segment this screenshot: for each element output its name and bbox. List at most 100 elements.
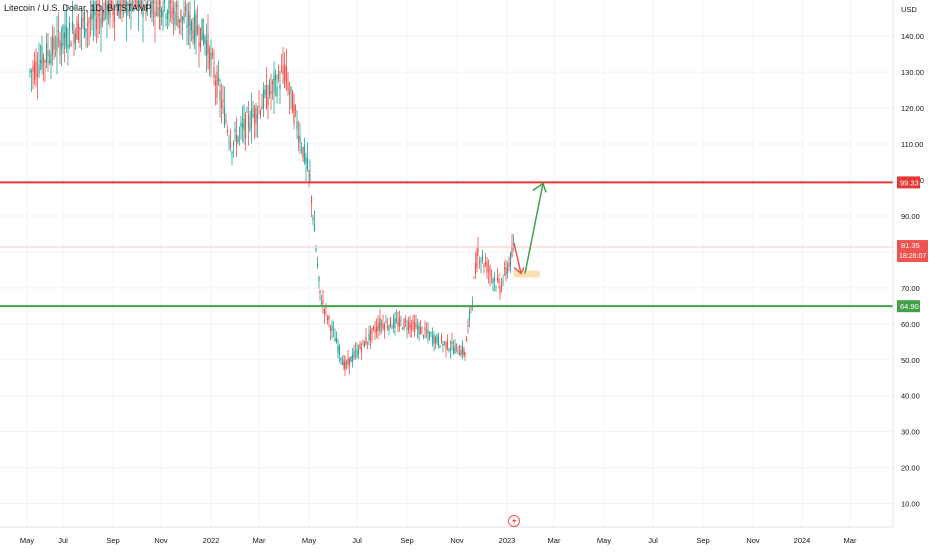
candle-body	[62, 24, 64, 46]
y-tick-label: 10.00	[901, 500, 920, 509]
y-tick-label: 50.00	[901, 356, 920, 365]
candle-body	[103, 10, 105, 21]
candle-body	[495, 286, 497, 288]
candle-body	[445, 341, 447, 350]
candle-body	[484, 261, 487, 265]
candle-body	[302, 147, 304, 159]
candle-body	[172, 7, 175, 14]
candle-body	[121, 0, 123, 6]
candle-body	[68, 22, 71, 29]
candle-body	[282, 64, 284, 75]
candle-body	[109, 0, 111, 18]
countdown-label: 18:26:07	[899, 253, 926, 260]
candle-body	[213, 67, 215, 78]
candle-body	[480, 260, 482, 262]
candle-body	[235, 134, 238, 147]
candle-body	[305, 157, 307, 164]
candle-body	[178, 19, 181, 23]
candle-body	[148, 0, 150, 2]
candle-body	[223, 106, 226, 126]
candle-body	[460, 349, 462, 355]
candle-body	[47, 50, 49, 57]
candle-body	[118, 0, 120, 19]
x-tick-label: 2023	[499, 536, 516, 545]
candle-body	[255, 107, 257, 125]
candle-body	[189, 15, 191, 35]
candle-body	[403, 318, 405, 329]
x-tick-label: May	[20, 536, 34, 545]
candle-body	[406, 327, 408, 329]
candle-body	[196, 26, 199, 34]
candle-body	[241, 123, 244, 128]
candle-body	[392, 319, 395, 328]
candle-body	[142, 7, 144, 18]
candle-body	[160, 9, 163, 18]
candle-body	[32, 66, 34, 72]
candle-body	[261, 106, 263, 110]
x-tick-label: Sep	[106, 536, 119, 545]
candle-body	[35, 61, 37, 76]
candle-body	[60, 42, 63, 49]
candle-body	[104, 0, 107, 10]
candle-body	[416, 326, 419, 329]
candle-body	[205, 40, 208, 57]
candle-body	[310, 196, 313, 203]
candle-body	[509, 252, 512, 266]
candle-body	[252, 114, 254, 117]
candle-body	[503, 267, 506, 269]
candle-body	[83, 11, 86, 37]
y-tick-label: 110.00	[901, 140, 923, 149]
candle-body	[38, 64, 40, 74]
candle-body	[166, 11, 169, 19]
candle-body	[440, 336, 443, 343]
candle-body	[496, 277, 499, 281]
candle-body	[369, 329, 372, 341]
candle-body	[256, 114, 259, 120]
candle-body	[443, 341, 446, 343]
candle-body	[95, 17, 98, 30]
candle-body	[351, 354, 354, 362]
candle-body	[146, 1, 149, 11]
candle-body	[250, 108, 253, 128]
x-tick-label: Jul	[648, 536, 658, 545]
candle-body	[85, 28, 87, 33]
candle-body	[277, 71, 280, 80]
candle-body	[428, 333, 431, 340]
candle-body	[506, 268, 509, 274]
candle-body	[143, 0, 146, 2]
x-tick-label: Mar	[548, 536, 561, 545]
candle-body	[59, 39, 61, 56]
candle-body	[446, 339, 449, 350]
candle-body	[232, 141, 235, 147]
candle-body	[357, 349, 360, 355]
candle-body	[483, 264, 485, 267]
candle-body	[427, 329, 429, 334]
candle-body	[274, 73, 277, 81]
candle-body	[271, 81, 274, 84]
price-axis-panel	[893, 0, 932, 550]
candle-body	[234, 129, 236, 132]
candle-body	[151, 0, 153, 15]
candle-body	[51, 35, 54, 55]
candle-body	[159, 0, 161, 12]
candle-body	[244, 113, 247, 139]
level-price-label: 99.33	[900, 178, 919, 187]
candle-body	[470, 307, 472, 309]
candle-body	[65, 26, 68, 47]
candle-body	[467, 325, 469, 327]
candle-body	[56, 36, 58, 52]
y-tick-label: 130.00	[901, 68, 924, 77]
lightning-bolt	[512, 517, 517, 525]
candle-body	[486, 261, 488, 273]
candle-body	[192, 30, 194, 40]
candle-body	[107, 0, 110, 15]
candle-body	[468, 311, 471, 320]
candle-body	[204, 36, 206, 44]
candle-body	[430, 332, 432, 334]
candle-body	[409, 322, 411, 328]
candle-body	[268, 81, 271, 96]
candle-body	[187, 11, 190, 26]
candle-body	[398, 317, 401, 327]
